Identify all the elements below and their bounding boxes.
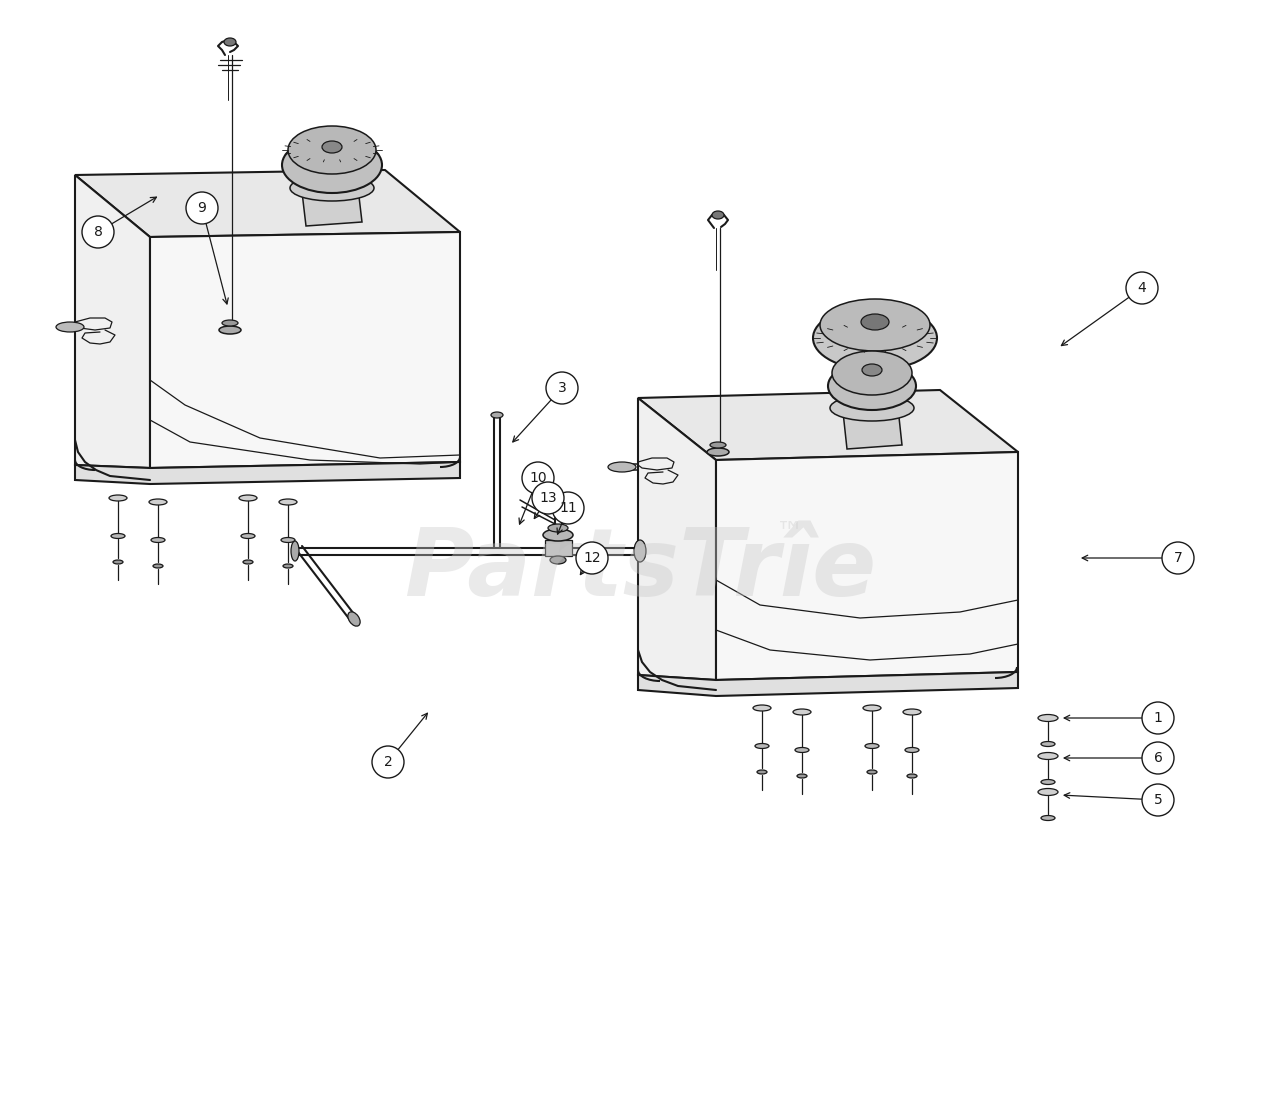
Ellipse shape — [707, 448, 730, 456]
Text: 10: 10 — [529, 471, 547, 485]
Ellipse shape — [239, 495, 257, 501]
Polygon shape — [716, 452, 1018, 680]
Ellipse shape — [323, 141, 342, 153]
Ellipse shape — [753, 705, 771, 711]
Text: 12: 12 — [584, 551, 600, 565]
Ellipse shape — [1038, 714, 1059, 722]
Circle shape — [1142, 702, 1174, 734]
Ellipse shape — [154, 564, 163, 568]
Polygon shape — [76, 462, 460, 483]
Ellipse shape — [756, 770, 767, 774]
Ellipse shape — [111, 534, 125, 538]
Circle shape — [1142, 742, 1174, 774]
Ellipse shape — [1041, 815, 1055, 821]
Text: 4: 4 — [1138, 281, 1147, 295]
Ellipse shape — [902, 709, 922, 715]
Ellipse shape — [221, 320, 238, 326]
Ellipse shape — [148, 499, 166, 505]
Ellipse shape — [1041, 742, 1055, 746]
Polygon shape — [302, 188, 362, 226]
Ellipse shape — [908, 774, 916, 778]
Polygon shape — [545, 540, 572, 556]
Ellipse shape — [861, 314, 890, 330]
Text: ™: ™ — [776, 518, 804, 546]
Ellipse shape — [861, 364, 882, 377]
Text: 3: 3 — [558, 381, 566, 395]
Ellipse shape — [288, 126, 376, 174]
Text: 11: 11 — [559, 501, 577, 515]
Ellipse shape — [634, 540, 646, 561]
Text: 7: 7 — [1174, 551, 1183, 565]
Ellipse shape — [291, 541, 300, 561]
Ellipse shape — [829, 395, 914, 421]
Ellipse shape — [867, 770, 877, 774]
Polygon shape — [150, 232, 460, 468]
Polygon shape — [844, 408, 902, 449]
Ellipse shape — [863, 705, 881, 711]
Circle shape — [522, 462, 554, 494]
Ellipse shape — [795, 747, 809, 752]
Circle shape — [82, 216, 114, 248]
Polygon shape — [637, 398, 716, 680]
Ellipse shape — [865, 743, 879, 749]
Polygon shape — [637, 672, 1018, 696]
Text: 9: 9 — [197, 201, 206, 215]
Ellipse shape — [550, 556, 566, 564]
Ellipse shape — [1038, 789, 1059, 795]
Ellipse shape — [710, 442, 726, 448]
Ellipse shape — [282, 537, 294, 543]
Ellipse shape — [797, 774, 806, 778]
Ellipse shape — [608, 462, 636, 472]
Ellipse shape — [712, 211, 724, 219]
Ellipse shape — [243, 560, 253, 564]
Text: 13: 13 — [539, 491, 557, 505]
Circle shape — [576, 543, 608, 574]
Text: 2: 2 — [384, 755, 393, 769]
Ellipse shape — [905, 747, 919, 752]
Circle shape — [1126, 272, 1158, 304]
Ellipse shape — [755, 743, 769, 749]
Circle shape — [1162, 543, 1194, 574]
Ellipse shape — [291, 175, 374, 201]
Ellipse shape — [109, 495, 127, 501]
Ellipse shape — [279, 499, 297, 505]
Circle shape — [372, 746, 404, 778]
Text: 6: 6 — [1153, 751, 1162, 765]
Ellipse shape — [543, 529, 573, 541]
Ellipse shape — [1038, 752, 1059, 760]
Circle shape — [532, 482, 564, 514]
Polygon shape — [637, 390, 1018, 460]
Polygon shape — [76, 170, 460, 237]
Circle shape — [186, 192, 218, 224]
Ellipse shape — [282, 137, 381, 193]
Ellipse shape — [56, 322, 84, 332]
Ellipse shape — [548, 524, 568, 532]
Polygon shape — [76, 175, 150, 468]
Ellipse shape — [283, 564, 293, 568]
Ellipse shape — [820, 299, 931, 351]
Ellipse shape — [492, 412, 503, 418]
Circle shape — [1142, 784, 1174, 815]
Ellipse shape — [241, 534, 255, 538]
Ellipse shape — [828, 362, 916, 410]
Ellipse shape — [348, 612, 360, 626]
Circle shape — [547, 372, 579, 404]
Text: 8: 8 — [93, 225, 102, 240]
Text: 1: 1 — [1153, 711, 1162, 725]
Ellipse shape — [832, 351, 913, 395]
Ellipse shape — [224, 38, 236, 46]
Text: 5: 5 — [1153, 793, 1162, 807]
Ellipse shape — [1041, 780, 1055, 784]
Ellipse shape — [113, 560, 123, 564]
Ellipse shape — [219, 326, 241, 334]
Ellipse shape — [151, 537, 165, 543]
Text: PartsTrîe: PartsTrîe — [404, 524, 876, 616]
Circle shape — [552, 492, 584, 524]
Ellipse shape — [813, 306, 937, 370]
Ellipse shape — [794, 709, 812, 715]
